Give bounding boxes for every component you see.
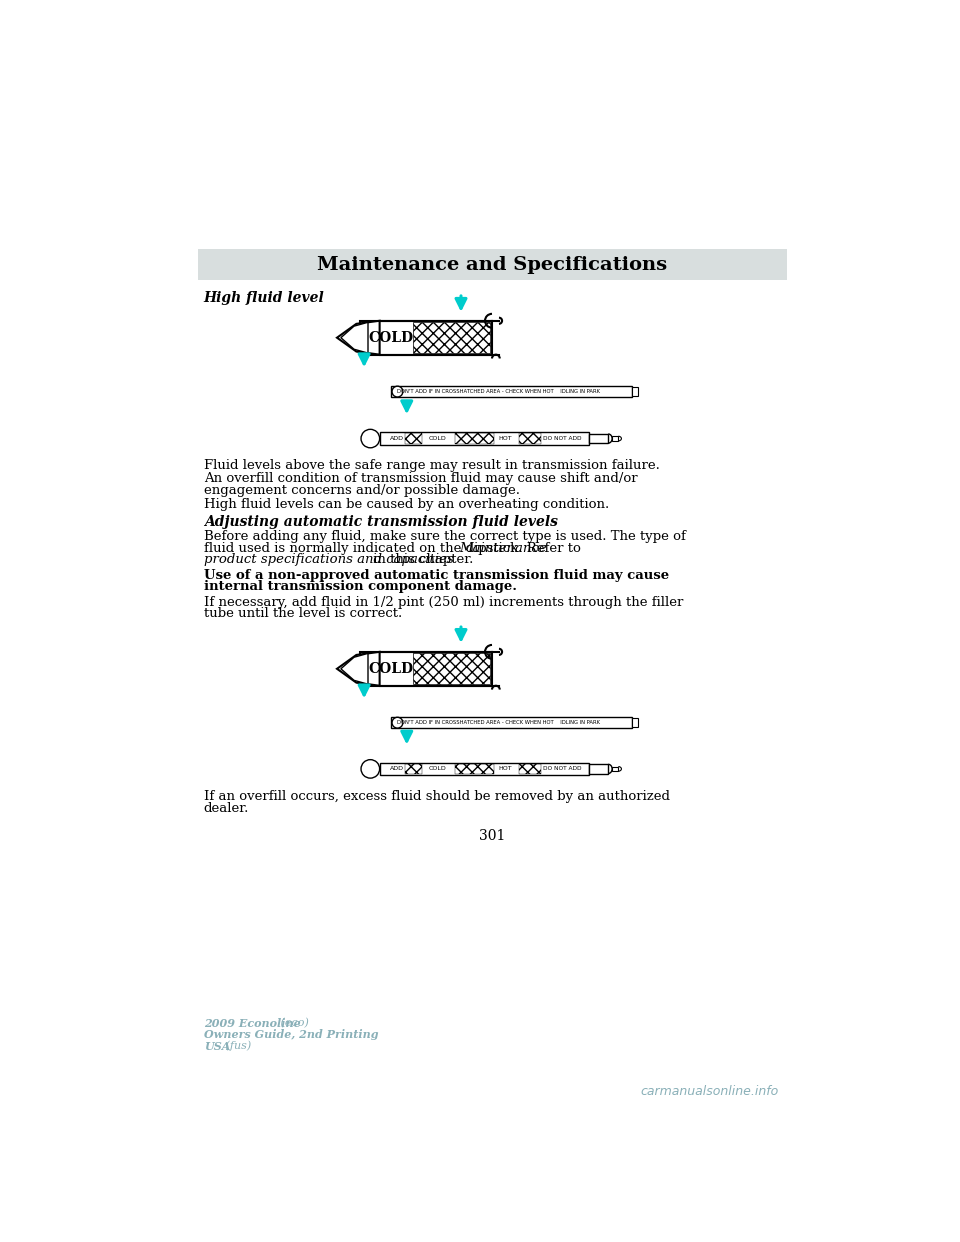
Text: DO NOT ADD: DO NOT ADD xyxy=(543,436,582,441)
Text: Fluid levels above the safe range may result in transmission failure.: Fluid levels above the safe range may re… xyxy=(204,458,660,472)
Text: DON'T ADD IF IN CROSSHATCHED AREA - CHECK WHEN HOT    IDLING IN PARK: DON'T ADD IF IN CROSSHATCHED AREA - CHEC… xyxy=(397,720,600,725)
Text: Use of a non-approved automatic transmission fluid may cause: Use of a non-approved automatic transmis… xyxy=(204,569,669,581)
Text: fluid used is normally indicated on the dipstick. Refer to: fluid used is normally indicated on the … xyxy=(204,542,585,555)
Text: tube until the level is correct.: tube until the level is correct. xyxy=(204,607,402,620)
Bar xyxy=(612,436,618,441)
Bar xyxy=(588,764,609,774)
Bar xyxy=(519,764,540,774)
Text: High fluid levels can be caused by an overheating condition.: High fluid levels can be caused by an ov… xyxy=(204,498,609,510)
Text: (eco): (eco) xyxy=(277,1017,309,1028)
Text: HOT: HOT xyxy=(498,436,512,441)
Bar xyxy=(360,320,492,355)
Text: Before adding any fluid, make sure the correct type is used. The type of: Before adding any fluid, make sure the c… xyxy=(204,530,685,543)
Bar xyxy=(405,764,422,774)
Text: COLD: COLD xyxy=(369,662,414,676)
Text: DON'T ADD IF IN CROSSHATCHED AREA - CHECK WHEN HOT    IDLING IN PARK: DON'T ADD IF IN CROSSHATCHED AREA - CHEC… xyxy=(397,389,600,394)
Text: Owners Guide, 2nd Printing: Owners Guide, 2nd Printing xyxy=(204,1030,378,1040)
Bar xyxy=(612,766,618,771)
Text: ADD: ADD xyxy=(390,436,403,441)
Bar xyxy=(455,433,493,443)
Bar xyxy=(405,433,422,443)
Text: COLD: COLD xyxy=(429,436,446,441)
Polygon shape xyxy=(341,322,368,353)
Text: Maintenance: Maintenance xyxy=(460,542,547,555)
Bar xyxy=(360,652,492,686)
Text: carmanualsonline.info: carmanualsonline.info xyxy=(640,1084,779,1098)
Bar xyxy=(519,433,540,443)
Text: An overfill condition of transmission fluid may cause shift and/or: An overfill condition of transmission fl… xyxy=(204,472,637,486)
Bar xyxy=(379,763,588,775)
Bar xyxy=(392,718,632,728)
Bar xyxy=(392,386,632,397)
Polygon shape xyxy=(341,653,368,684)
Text: ADD: ADD xyxy=(390,766,403,771)
Circle shape xyxy=(361,430,379,448)
Text: in this chapter.: in this chapter. xyxy=(369,553,473,566)
Bar xyxy=(379,432,588,445)
Text: internal transmission component damage.: internal transmission component damage. xyxy=(204,580,516,594)
Text: Adjusting automatic transmission fluid levels: Adjusting automatic transmission fluid l… xyxy=(204,514,558,529)
Bar xyxy=(632,718,637,728)
Bar xyxy=(413,653,491,684)
Bar xyxy=(632,388,637,396)
Circle shape xyxy=(392,386,403,397)
Bar xyxy=(198,250,786,279)
Text: COLD: COLD xyxy=(369,330,414,345)
Bar xyxy=(455,764,493,774)
Text: dealer.: dealer. xyxy=(204,802,249,815)
Bar xyxy=(588,433,609,443)
Circle shape xyxy=(392,718,403,728)
Text: If necessary, add fluid in 1/2 pint (250 ml) increments through the filler: If necessary, add fluid in 1/2 pint (250… xyxy=(204,596,684,609)
Bar xyxy=(405,718,456,728)
Text: (fus): (fus) xyxy=(223,1041,252,1051)
Text: 2009 Econoline: 2009 Econoline xyxy=(204,1017,300,1028)
Text: product specifications and capacities: product specifications and capacities xyxy=(204,553,453,566)
Circle shape xyxy=(361,760,379,779)
Text: If an overfill occurs, excess fluid should be removed by an authorized: If an overfill occurs, excess fluid shou… xyxy=(204,790,670,804)
Bar xyxy=(405,388,456,396)
Text: USA: USA xyxy=(204,1041,230,1052)
Text: Maintenance and Specifications: Maintenance and Specifications xyxy=(317,256,667,273)
Text: DO NOT ADD: DO NOT ADD xyxy=(543,766,582,771)
Polygon shape xyxy=(337,652,379,686)
Polygon shape xyxy=(337,320,379,355)
Text: engagement concerns and/or possible damage.: engagement concerns and/or possible dama… xyxy=(204,484,519,497)
Text: HOT: HOT xyxy=(498,766,512,771)
Bar xyxy=(413,322,491,353)
Text: High fluid level: High fluid level xyxy=(204,292,324,306)
Text: COLD: COLD xyxy=(429,766,446,771)
Text: 301: 301 xyxy=(479,828,505,843)
